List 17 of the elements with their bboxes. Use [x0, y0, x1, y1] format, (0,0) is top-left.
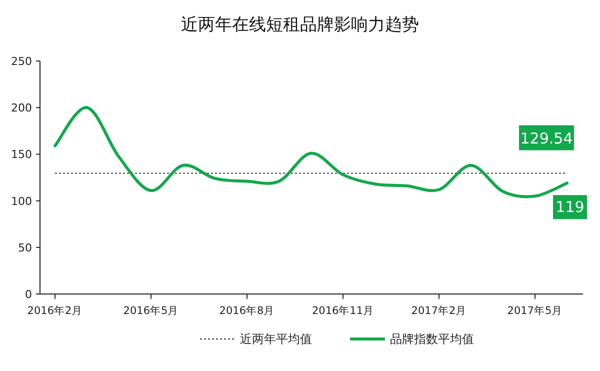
data-label: 119 — [556, 198, 584, 216]
legend-label: 近两年平均值 — [240, 332, 312, 346]
x-tick-label: 2017年5月 — [507, 305, 563, 317]
x-tick-label: 2017年2月 — [411, 305, 467, 317]
y-tick-label: 50 — [18, 241, 32, 254]
x-tick-label: 2016年2月 — [27, 305, 83, 317]
legend-label: 品牌指数平均值 — [390, 332, 474, 346]
annotation: 129.54 — [520, 129, 573, 148]
y-tick-label: 100 — [11, 194, 32, 208]
chart-title: 近两年在线短租品牌影响力趋势 — [181, 15, 419, 35]
x-tick-label: 2016年5月 — [123, 305, 179, 317]
y-tick-label: 0 — [25, 288, 32, 301]
x-tick-label: 2016年11月 — [312, 305, 374, 317]
y-tick-label: 250 — [11, 55, 32, 68]
y-tick-label: 150 — [11, 148, 32, 162]
x-tick-label: 2016年8月 — [219, 305, 275, 317]
y-tick-label: 200 — [11, 102, 32, 115]
